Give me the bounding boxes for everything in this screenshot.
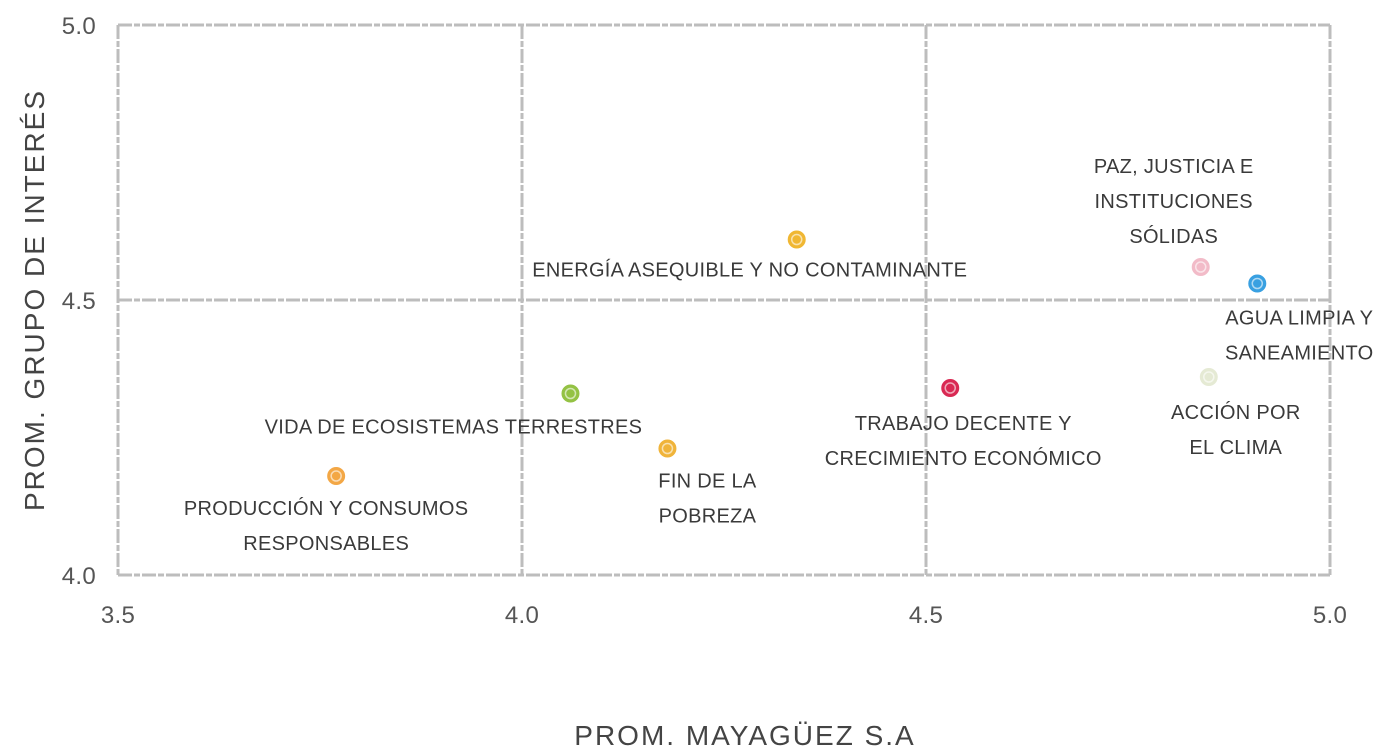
x-tick-label: 4.0 [505,602,539,629]
y-tick-label: 4.0 [62,563,96,590]
point-label: POBREZA [659,506,757,528]
point-label: ENERGÍA ASEQUIBLE Y NO CONTAMINANTE [532,259,967,282]
x-tick-label: 5.0 [1313,602,1347,629]
point [656,437,679,460]
point-label: EL CLIMA [1189,437,1282,459]
y-tick-label: 5.0 [62,13,96,40]
point-label: SANEAMIENTO [1225,343,1374,365]
point [785,228,808,251]
point-ring [330,470,342,482]
point-label: SÓLIDAS [1129,225,1218,248]
point [1189,256,1212,278]
point [1246,272,1269,295]
point-ring [1251,277,1264,290]
y-axis-title: PROM. GRUPO DE INTERÉS [19,89,50,511]
point-ring [564,387,577,400]
point [559,382,582,405]
point-label: CRECIMIENTO ECONÓMICO [825,447,1102,470]
point-ring [944,382,956,394]
x-tick-label: 4.5 [909,602,943,629]
point [325,465,348,487]
point [1197,366,1220,388]
point-label: PRODUCCIÓN Y CONSUMOS [184,497,468,520]
point-label: FIN DE LA [658,471,757,493]
point-ring [1203,371,1215,383]
point-label: PAZ, JUSTICIA E [1094,156,1254,178]
point-label: INSTITUCIONES [1095,191,1253,213]
x-tick-label: 3.5 [101,602,135,629]
point-label: AGUA LIMPIA Y [1225,308,1373,330]
point-label: TRABAJO DECENTE Y [855,413,1072,435]
point-label: RESPONSABLES [243,533,409,555]
point-label: VIDA DE ECOSISTEMAS TERRESTRES [265,417,643,439]
point-ring [790,233,803,246]
y-tick-label: 4.5 [62,288,96,315]
x-axis-title: PROM. MAYAGÜEZ S.A [574,720,915,751]
point [939,377,962,399]
point-label: ACCIÓN POR [1171,401,1301,424]
point-ring [661,442,674,455]
point-ring [1194,261,1207,273]
